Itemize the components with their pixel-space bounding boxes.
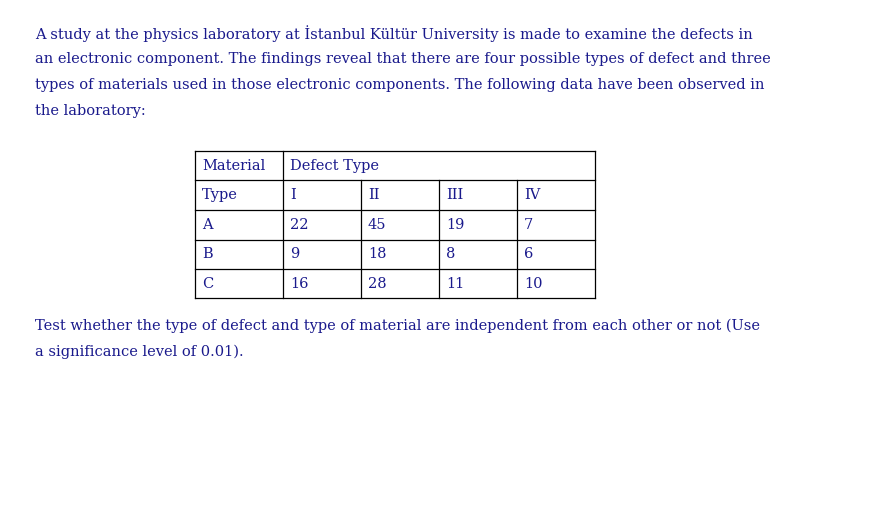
Text: IV: IV <box>524 188 541 202</box>
Text: II: II <box>368 188 379 202</box>
Text: Type: Type <box>202 188 238 202</box>
Text: 6: 6 <box>524 247 534 261</box>
Text: the laboratory:: the laboratory: <box>35 105 146 119</box>
Text: 19: 19 <box>446 218 465 232</box>
Text: 8: 8 <box>446 247 455 261</box>
Text: 7: 7 <box>524 218 534 232</box>
Text: A: A <box>202 218 213 232</box>
Text: Test whether the type of defect and type of material are independent from each o: Test whether the type of defect and type… <box>35 318 760 333</box>
Text: Defect Type: Defect Type <box>290 159 379 173</box>
Text: an electronic component. The findings reveal that there are four possible types : an electronic component. The findings re… <box>35 51 771 66</box>
Text: 16: 16 <box>290 277 309 291</box>
Text: 10: 10 <box>524 277 542 291</box>
Text: a significance level of 0.01).: a significance level of 0.01). <box>35 345 243 359</box>
Text: 9: 9 <box>290 247 299 261</box>
Text: types of materials used in those electronic components. The following data have : types of materials used in those electro… <box>35 78 765 92</box>
Text: 22: 22 <box>290 218 309 232</box>
Text: C: C <box>202 277 214 291</box>
Text: 18: 18 <box>368 247 386 261</box>
Text: A study at the physics laboratory at İstanbul Kültür University is made to exami: A study at the physics laboratory at İst… <box>35 25 753 42</box>
Text: 11: 11 <box>446 277 464 291</box>
Text: Material: Material <box>202 159 265 173</box>
Text: III: III <box>446 188 463 202</box>
Text: 45: 45 <box>368 218 386 232</box>
Text: 28: 28 <box>368 277 386 291</box>
Text: I: I <box>290 188 296 202</box>
Text: B: B <box>202 247 213 261</box>
